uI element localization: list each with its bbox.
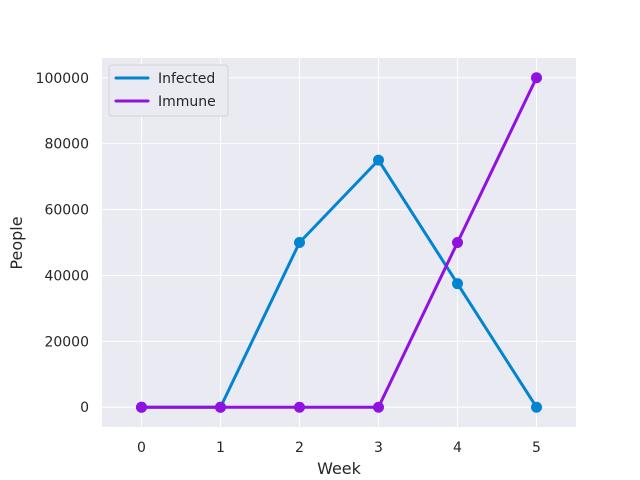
x-tick-label: 0 <box>137 440 146 456</box>
y-tick-label: 60000 <box>44 203 89 219</box>
y-tick-label: 40000 <box>44 268 89 284</box>
x-axis: 0 1 2 3 4 5 <box>137 440 541 456</box>
x-tick-label: 2 <box>295 440 304 456</box>
x-tick-label: 5 <box>532 440 541 456</box>
legend: Infected Immune <box>108 64 229 117</box>
series-layer <box>136 72 542 413</box>
plot-area <box>102 58 576 427</box>
data-point-immune <box>373 401 384 413</box>
y-tick-label: 100000 <box>36 71 89 87</box>
y-tick-label: 0 <box>80 400 89 416</box>
data-point-immune <box>531 72 542 84</box>
y-axis: 0 20000 40000 60000 80000 100000 <box>36 71 89 416</box>
data-point-immune <box>215 401 226 413</box>
data-point-immune <box>452 237 463 248</box>
series-immune <box>136 72 542 413</box>
series-line-immune <box>140 76 538 409</box>
x-tick-label: 3 <box>374 440 383 456</box>
data-point-infected <box>294 237 305 248</box>
x-tick-label: 1 <box>216 440 225 456</box>
data-point-immune <box>136 401 147 413</box>
legend-label-infected: Infected <box>158 71 215 87</box>
legend-label-immune: Immune <box>158 94 216 110</box>
data-point-infected <box>373 154 384 166</box>
x-tick-label: 4 <box>453 440 462 456</box>
data-point-infected <box>531 401 542 413</box>
y-axis-label: People <box>7 216 26 269</box>
y-tick-label: 20000 <box>44 334 89 350</box>
data-point-immune <box>294 401 305 413</box>
x-axis-label: Week <box>317 459 362 478</box>
data-point-infected <box>452 278 463 290</box>
y-tick-label: 80000 <box>44 137 89 153</box>
